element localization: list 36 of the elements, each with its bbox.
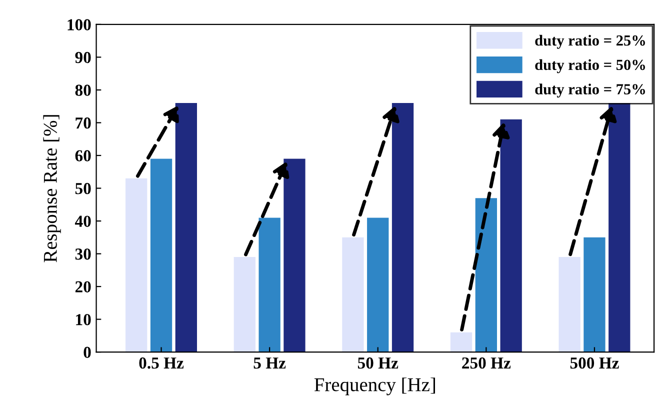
- bar: [126, 178, 148, 352]
- bar: [150, 158, 172, 352]
- bar: [175, 103, 197, 352]
- bar: [584, 237, 606, 352]
- bar: [284, 158, 306, 352]
- x-tick-label: 50 Hz: [358, 357, 398, 369]
- y-tick-label: 70: [76, 117, 91, 129]
- legend-label: duty ratio = 25%: [535, 34, 645, 49]
- bar: [558, 257, 580, 352]
- bar: [475, 198, 497, 352]
- bar: [500, 119, 522, 352]
- y-tick-label: 10: [76, 314, 91, 326]
- bar: [608, 103, 630, 352]
- bar: [392, 103, 414, 352]
- bar: [450, 332, 472, 352]
- x-tick-label: 500 Hz: [570, 357, 619, 369]
- y-tick-label: 90: [75, 52, 91, 64]
- x-tick-label: 0.5 Hz: [139, 357, 184, 369]
- y-tick-label: 30: [75, 248, 91, 260]
- y-tick-label: 100: [68, 19, 91, 30]
- legend-label: duty ratio = 50%: [535, 59, 645, 74]
- y-tick-label: 50: [75, 182, 91, 194]
- legend-label: duty ratio = 75%: [535, 84, 645, 98]
- y-tick-label: 0: [84, 346, 91, 358]
- x-tick-label: 250 Hz: [462, 357, 511, 369]
- bar: [234, 257, 256, 352]
- y-tick-label: 80: [75, 84, 91, 96]
- bar: [258, 218, 280, 352]
- y-tick-label: 20: [75, 281, 91, 292]
- y-axis-title: Response Rate [%]: [43, 115, 61, 262]
- x-tick-label: 5 Hz: [254, 358, 286, 369]
- bar: [367, 218, 389, 352]
- y-tick-label: 60: [75, 150, 91, 162]
- bar: [342, 237, 364, 352]
- x-axis-title: Frequency [Hz]: [314, 378, 435, 396]
- y-tick-label: 40: [74, 216, 91, 227]
